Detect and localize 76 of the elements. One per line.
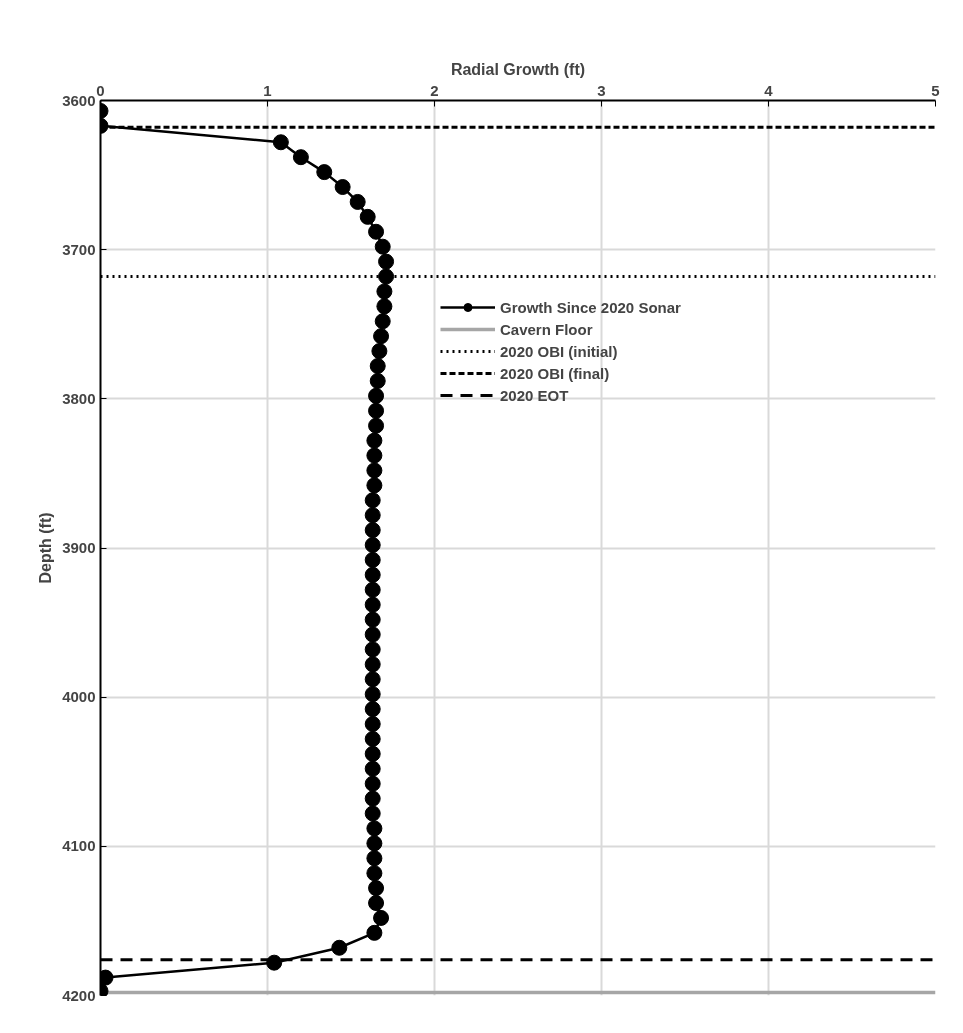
legend-label: 2020 OBI (initial): [500, 342, 618, 360]
point: [366, 835, 383, 852]
point: [364, 551, 381, 568]
point: [378, 253, 395, 270]
point: [366, 865, 383, 882]
point: [364, 790, 381, 807]
point: [364, 730, 381, 747]
point: [366, 850, 383, 867]
point: [368, 880, 385, 897]
point: [272, 134, 289, 151]
point: [366, 924, 383, 941]
point: [366, 477, 383, 494]
x-tick-label: 2: [430, 81, 439, 99]
point: [364, 775, 381, 792]
point: [364, 671, 381, 688]
x-tick-label: 4: [764, 81, 774, 99]
point: [364, 566, 381, 583]
point: [364, 760, 381, 777]
point: [376, 283, 393, 300]
point: [364, 537, 381, 553]
point: [364, 522, 381, 539]
point: [364, 581, 381, 598]
legend-label: Growth Since 2020 Sonar: [500, 298, 681, 316]
point: [366, 820, 383, 837]
point: [364, 626, 381, 643]
point: [334, 179, 351, 195]
point: [366, 432, 383, 449]
point: [369, 372, 386, 389]
point: [364, 805, 381, 822]
legend-label: 2020 EOT: [500, 386, 569, 404]
point: [364, 686, 381, 703]
legend-label: Cavern Floor: [500, 320, 593, 338]
point: [316, 164, 333, 181]
point: [266, 954, 283, 971]
y-tick-label: 3600: [62, 91, 96, 109]
point: [364, 656, 381, 673]
point: [366, 447, 383, 464]
point: [369, 358, 386, 374]
point: [331, 939, 348, 956]
y-tick-label: 4100: [62, 837, 96, 855]
point: [373, 328, 390, 345]
point: [371, 343, 388, 360]
point: [364, 641, 381, 658]
point: [364, 492, 381, 509]
x-axis-title: Radial Growth (ft): [450, 60, 586, 78]
y-tick-label: 3800: [62, 389, 96, 407]
legend-label: 2020 OBI (final): [500, 364, 610, 382]
point: [364, 716, 381, 732]
point: [366, 462, 383, 479]
point: [373, 909, 390, 926]
point: [376, 298, 393, 315]
point: [364, 596, 381, 613]
point: [364, 611, 381, 628]
x-tick-label: 1: [263, 81, 272, 99]
x-tick-label: 5: [931, 81, 940, 99]
point: [364, 745, 381, 762]
point: [368, 387, 385, 404]
point: [292, 149, 309, 166]
y-tick-label: 3700: [62, 240, 96, 258]
x-tick-label: 0: [96, 81, 105, 99]
point: [364, 507, 381, 524]
point: [368, 402, 385, 419]
point: [359, 208, 376, 225]
point: [374, 238, 391, 255]
point: [368, 417, 385, 434]
y-tick-label: 4200: [62, 986, 96, 1004]
point: [374, 313, 391, 330]
x-tick-label: 3: [597, 81, 606, 99]
point: [364, 701, 381, 718]
point: [368, 223, 385, 240]
y-axis-title: Depth (ft): [37, 512, 55, 584]
point: [349, 193, 366, 210]
point: [378, 268, 395, 285]
y-tick-label: 4000: [62, 688, 96, 706]
point: [368, 895, 385, 911]
y-tick-label: 3900: [62, 539, 96, 556]
